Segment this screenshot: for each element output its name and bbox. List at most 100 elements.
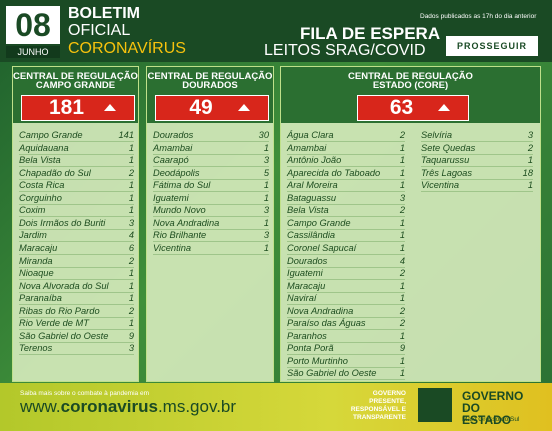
count: 2 bbox=[399, 305, 405, 316]
list-row: Nova Andradina 2 bbox=[287, 305, 405, 318]
slogan: GOVERNO PRESENTE, RESPONSÁVEL E TRANSPAR… bbox=[350, 390, 406, 421]
list-row: Vicentina 1 bbox=[153, 242, 269, 255]
city: Costa Rica bbox=[19, 180, 65, 191]
city: Dois Irmãos do Buriti bbox=[19, 217, 106, 228]
city: Bataguassu bbox=[287, 192, 337, 203]
list-row: Três Lagoas 18 bbox=[421, 167, 533, 180]
list-row: Iguatemi 1 bbox=[153, 192, 269, 205]
count: 3 bbox=[128, 343, 134, 354]
list-row: Água Clara 2 bbox=[287, 129, 405, 142]
list-row: Naviraí 1 bbox=[287, 292, 405, 306]
logo: PROSSEGUIR bbox=[446, 36, 538, 56]
count: 1 bbox=[128, 318, 134, 329]
region-label: DOURADOS bbox=[182, 80, 238, 91]
list-row: Nova Andradina 1 bbox=[153, 217, 269, 230]
city: Naviraí bbox=[287, 293, 317, 304]
count: 1 bbox=[399, 242, 405, 253]
count: 4 bbox=[128, 230, 134, 241]
list-row: Maracaju 6 bbox=[19, 242, 134, 255]
count: 3 bbox=[263, 230, 269, 241]
city: Bela Vista bbox=[19, 155, 61, 166]
count: 2 bbox=[399, 318, 405, 329]
count: 1 bbox=[399, 217, 405, 228]
count: 3 bbox=[128, 217, 134, 228]
count: 1 bbox=[128, 293, 134, 304]
url-part: www. bbox=[20, 397, 61, 416]
count: 1 bbox=[527, 155, 533, 166]
count: 3 bbox=[399, 192, 405, 203]
list-row: Jardim 4 bbox=[19, 229, 134, 243]
count: 9 bbox=[399, 343, 405, 354]
city: Maracaju bbox=[287, 280, 326, 291]
list-row: Paraíso das Águas 2 bbox=[287, 317, 405, 331]
count: 1 bbox=[128, 268, 134, 279]
count: 1 bbox=[128, 155, 134, 166]
list-row: Aparecida do Taboado 1 bbox=[287, 167, 405, 180]
count: 3 bbox=[263, 205, 269, 216]
count: 1 bbox=[128, 142, 134, 153]
list-row: Ponta Porã 9 bbox=[287, 342, 405, 356]
count: 18 bbox=[522, 167, 533, 178]
city: Amambai bbox=[153, 142, 193, 153]
footer-bg bbox=[0, 383, 552, 431]
city: São Gabriel do Oeste bbox=[287, 368, 377, 379]
queue-subtitle: LEITOS SRAG/COVID bbox=[264, 42, 426, 59]
coronavirus: CORONAVÍRUS bbox=[68, 40, 186, 57]
url: www.coronavirus.ms.gov.br bbox=[20, 397, 236, 417]
count: 1 bbox=[263, 180, 269, 191]
city: Rio Brilhante bbox=[153, 230, 207, 241]
panel: CENTRAL DE REGULAÇÃO CAMPO GRANDE 181 Campo… bbox=[12, 66, 139, 382]
panel: CENTRAL DE REGULAÇÃO DOURADOS 49 Dourados 30… bbox=[146, 66, 274, 382]
list-row: Terenos 3 bbox=[19, 342, 134, 356]
city: Terenos bbox=[19, 343, 53, 354]
count: 9 bbox=[128, 330, 134, 341]
city: Antônio João bbox=[287, 155, 342, 166]
city: Coronel Sapucaí bbox=[287, 242, 357, 253]
bulletin: BOLETIM bbox=[68, 5, 140, 22]
panel: CENTRAL DE REGULAÇÃO ESTADO (CORE) 63 Água … bbox=[280, 66, 541, 382]
list-row: Maracaju 1 bbox=[287, 280, 405, 293]
central-label: CENTRAL DE REGULAÇÃO bbox=[348, 71, 473, 82]
count: 1 bbox=[399, 293, 405, 304]
count: 1 bbox=[263, 242, 269, 253]
city: Taquarussu bbox=[421, 155, 470, 166]
month: JUNHO bbox=[6, 46, 60, 58]
list-row: Bela Vista 2 bbox=[287, 204, 405, 218]
count: 1 bbox=[399, 167, 405, 178]
gov: GOVERNO DO ESTADO bbox=[462, 389, 524, 427]
city: Iguatemi bbox=[153, 192, 189, 203]
count: 3 bbox=[263, 155, 269, 166]
city: Nova Andradina bbox=[287, 305, 354, 316]
list-row: Aral Moreira 1 bbox=[287, 179, 405, 193]
city: Bela Vista bbox=[287, 205, 329, 216]
list-row: Antônio João 1 bbox=[287, 154, 405, 168]
count: 1 bbox=[399, 368, 405, 379]
region-label: ESTADO (CORE) bbox=[372, 80, 449, 91]
city: Iguatemi bbox=[287, 268, 323, 279]
count: 2 bbox=[128, 305, 134, 316]
city: Ribas do Rio Pardo bbox=[19, 305, 100, 316]
list-row: Amambai 1 bbox=[287, 142, 405, 155]
list-row: Rio Verde de MT 1 bbox=[19, 317, 134, 331]
list-row: Coxim 1 bbox=[19, 204, 134, 218]
list-row: Paranhos 1 bbox=[287, 330, 405, 343]
list-row: Bataguassu 3 bbox=[287, 192, 405, 205]
city: Aral Moreira bbox=[287, 180, 338, 191]
count: 1 bbox=[399, 230, 405, 241]
list-row: Bela Vista 1 bbox=[19, 154, 134, 168]
city: Vicentina bbox=[421, 180, 460, 191]
city: Paraíso das Águas bbox=[287, 318, 366, 329]
day: 08 bbox=[6, 6, 60, 44]
city: Chapadão do Sul bbox=[19, 167, 91, 178]
list-row: Costa Rica 1 bbox=[19, 179, 134, 193]
count: 1 bbox=[263, 217, 269, 228]
city: Ponta Porã bbox=[287, 343, 334, 354]
count: 2 bbox=[399, 205, 405, 216]
list-row: Selvíria 3 bbox=[421, 129, 533, 142]
count: 1 bbox=[527, 180, 533, 191]
count: 30 bbox=[258, 130, 269, 140]
city: Três Lagoas bbox=[421, 167, 472, 178]
list-row: Taquarussu 1 bbox=[421, 154, 533, 168]
city: Aquidauana bbox=[19, 142, 69, 153]
city: Cassilândia bbox=[287, 230, 336, 241]
